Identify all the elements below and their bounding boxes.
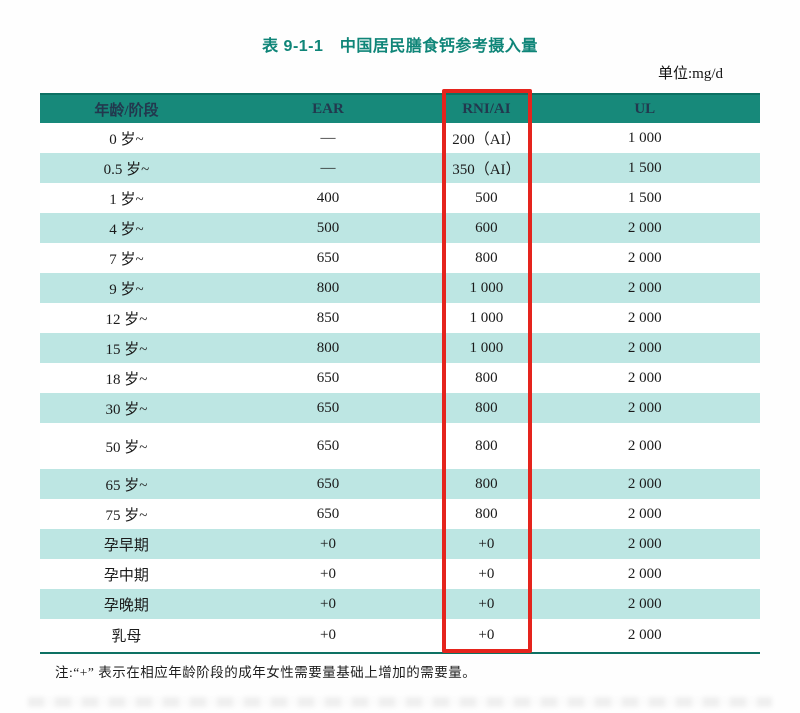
cell-age-stage: 12 岁~	[105, 311, 148, 328]
cell-ul: 2 000	[627, 475, 662, 492]
cell-age-stage: 75 岁~	[105, 507, 148, 524]
calcium-intake-table: 年龄/阶段 EAR RNI/AI UL 0 岁~ — 200（AI） 1 000 0.5…	[40, 93, 760, 654]
table-row: 65 岁~ 650 800 2 000	[40, 469, 760, 499]
table-row: 75 岁~ 650 800 2 000	[40, 499, 760, 529]
cell-ear: 650	[316, 505, 340, 522]
cell-ear: +0	[320, 535, 336, 552]
cell-rni-ai: +0	[478, 535, 495, 552]
cell-ear: —	[320, 159, 336, 176]
cell-rni-ai: 800	[475, 249, 498, 266]
cell-rni-ai: 1 000	[469, 309, 504, 326]
table-row: 孕晚期 +0 +0 2 000	[40, 589, 760, 619]
cell-age-stage: 孕早期	[103, 537, 149, 554]
table-row: 9 岁~ 800 1 000 2 000	[40, 273, 760, 303]
cell-rni-ai: +0	[478, 627, 495, 643]
cell-age-stage: 1 岁~	[109, 191, 144, 208]
cell-rni-ai: 350（AI）	[452, 161, 521, 178]
cell-ul: 2 000	[627, 249, 662, 266]
table-row: 孕早期 +0 +0 2 000	[40, 529, 760, 559]
cell-age-stage: 0 岁~	[109, 131, 144, 148]
cell-ear: 650	[316, 369, 340, 386]
cell-ear: +0	[320, 627, 336, 643]
column-header-age-stage: 年龄/阶段	[94, 102, 159, 119]
cell-ul: 1 000	[627, 129, 662, 146]
column-header-rni-ai: RNI/AI	[462, 100, 511, 117]
cell-ul: 2 000	[627, 369, 662, 386]
cell-ear: 650	[316, 475, 340, 492]
table-row: 0 岁~ — 200（AI） 1 000	[40, 123, 760, 153]
table-row: 4 岁~ 500 600 2 000	[40, 213, 760, 243]
cell-age-stage: 孕晚期	[103, 597, 149, 614]
cell-age-stage: 乳母	[111, 629, 142, 645]
cell-ear: 400	[316, 189, 340, 206]
cell-age-stage: 7 岁~	[109, 251, 144, 268]
cell-ear: +0	[320, 595, 336, 612]
table-title: 表 9-1-1 中国居民膳食钙参考摄入量	[262, 38, 538, 55]
cell-rni-ai: 600	[475, 219, 498, 236]
cell-rni-ai: 800	[475, 437, 498, 454]
cell-ul: 2 000	[627, 535, 662, 552]
cell-rni-ai: 1 000	[469, 279, 504, 296]
table-row: 0.5 岁~ — 350（AI） 1 500	[40, 153, 760, 183]
column-header-ear: EAR	[312, 100, 344, 117]
table-row: 孕中期 +0 +0 2 000	[40, 559, 760, 589]
unit-label: 单位:mg/d	[657, 66, 723, 82]
footnote: 注:“+” 表示在相应年龄阶段的成年女性需要量基础上增加的需要量。	[55, 665, 477, 680]
cell-age-stage: 50 岁~	[105, 439, 148, 456]
cell-ul: 1 500	[627, 189, 662, 206]
cell-rni-ai: 1 000	[469, 339, 504, 356]
table-row: 18 岁~ 650 800 2 000	[40, 363, 760, 393]
cell-age-stage: 65 岁~	[105, 477, 148, 494]
cell-ul: 2 000	[627, 399, 662, 416]
cell-ear: 500	[316, 219, 340, 236]
cell-ul: 2 000	[627, 309, 662, 326]
cell-ul: 2 000	[627, 219, 662, 236]
cell-ear: 800	[316, 279, 340, 296]
cell-ul: 2 000	[627, 279, 662, 296]
cell-rni-ai: +0	[478, 595, 495, 612]
scan-artifact	[28, 697, 772, 707]
cell-rni-ai: 200（AI）	[452, 131, 521, 148]
cell-ear: +0	[320, 565, 336, 582]
cell-rni-ai: 800	[475, 399, 498, 416]
cell-age-stage: 9 岁~	[109, 281, 144, 298]
cell-ul: 2 000	[627, 505, 662, 522]
cell-ul: 2 000	[627, 339, 662, 356]
cell-ul: 2 000	[627, 595, 662, 612]
cell-ul: 2 000	[627, 437, 662, 454]
cell-rni-ai: 800	[475, 369, 498, 386]
cell-age-stage: 18 岁~	[105, 371, 148, 388]
cell-ear: 650	[316, 249, 340, 266]
cell-rni-ai: +0	[478, 565, 495, 582]
table-body: 0 岁~ —200（AI） 1 000 0.5 岁~ —350（AI） 1 500 1 岁~…	[40, 123, 760, 652]
cell-rni-ai: 800	[475, 475, 498, 492]
table-row: 30 岁~ 650 800 2 000	[40, 393, 760, 423]
table-row: 7 岁~ 650 800 2 000	[40, 243, 760, 273]
cell-rni-ai: 500	[475, 189, 498, 206]
cell-age-stage: 4 岁~	[109, 221, 144, 238]
cell-age-stage: 孕中期	[103, 567, 149, 584]
cell-ear: 800	[316, 339, 340, 356]
table-row: 乳母 +0 +0 2 000	[40, 619, 760, 652]
cell-rni-ai: 800	[475, 505, 498, 522]
cell-age-stage: 0.5 岁~	[103, 161, 150, 178]
table-row: 12 岁~ 850 1 000 2 000	[40, 303, 760, 333]
cell-ear: —	[320, 129, 336, 146]
cell-ear: 650	[316, 399, 340, 416]
cell-ul: 2 000	[627, 565, 662, 582]
table-row: 15 岁~ 800 1 000 2 000	[40, 333, 760, 363]
table-row: 1 岁~ 400 500 1 500	[40, 183, 760, 213]
cell-ear: 850	[316, 309, 340, 326]
column-header-ul: UL	[634, 100, 656, 117]
cell-ul: 2 000	[627, 627, 662, 643]
cell-age-stage: 15 岁~	[105, 341, 148, 358]
table-header-row: 年龄/阶段 EAR RNI/AI UL	[40, 93, 760, 123]
cell-age-stage: 30 岁~	[105, 401, 148, 418]
cell-ul: 1 500	[627, 159, 662, 176]
table-row: 50 岁~ 650 800 2 000	[40, 423, 760, 469]
cell-ear: 650	[316, 437, 340, 454]
